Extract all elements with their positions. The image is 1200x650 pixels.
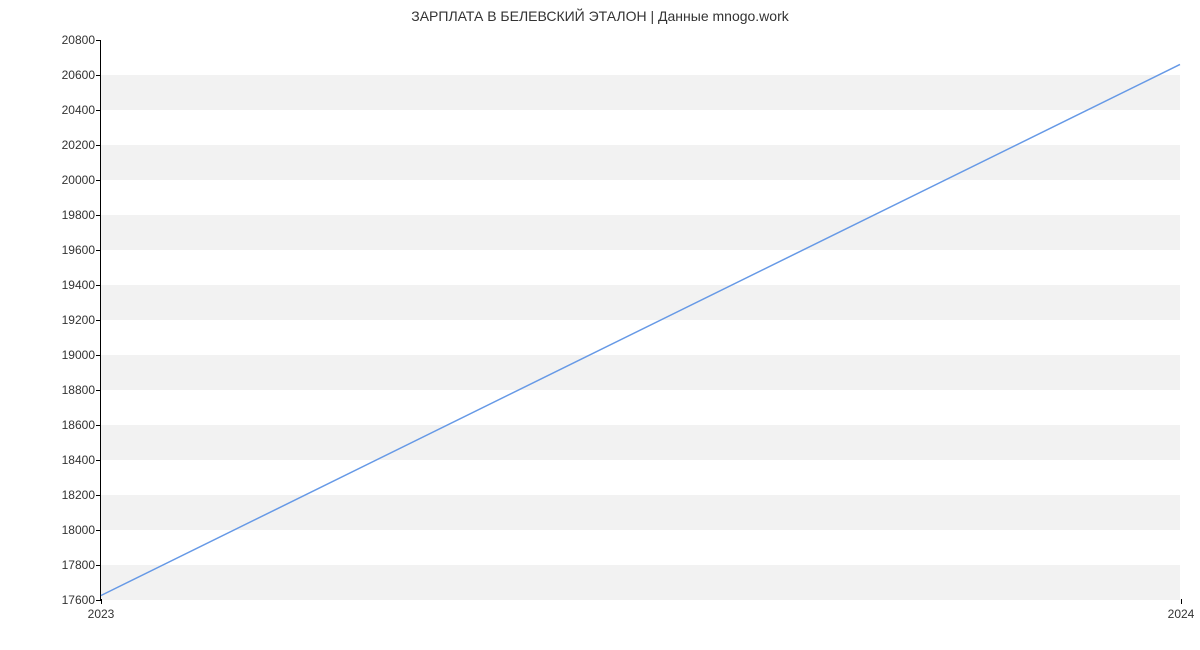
y-tick-label: 20600 bbox=[62, 68, 95, 82]
y-tick-label: 20800 bbox=[62, 33, 95, 47]
y-tick-mark bbox=[96, 460, 101, 461]
y-tick-label: 17600 bbox=[62, 593, 95, 607]
y-tick-mark bbox=[96, 250, 101, 251]
plot-area: 1760017800180001820018400186001880019000… bbox=[100, 40, 1180, 600]
y-tick-mark bbox=[96, 180, 101, 181]
y-tick-label: 18800 bbox=[62, 383, 95, 397]
y-tick-label: 20400 bbox=[62, 103, 95, 117]
y-tick-mark bbox=[96, 425, 101, 426]
x-tick-label: 2023 bbox=[88, 607, 115, 621]
y-tick-mark bbox=[96, 495, 101, 496]
y-tick-mark bbox=[96, 145, 101, 146]
y-tick-label: 20200 bbox=[62, 138, 95, 152]
chart-title: ЗАРПЛАТА В БЕЛЕВСКИЙ ЭТАЛОН | Данные mno… bbox=[0, 8, 1200, 24]
y-tick-mark bbox=[96, 215, 101, 216]
y-tick-label: 20000 bbox=[62, 173, 95, 187]
series-line-salary bbox=[101, 64, 1180, 595]
salary-line-chart: ЗАРПЛАТА В БЕЛЕВСКИЙ ЭТАЛОН | Данные mno… bbox=[0, 0, 1200, 650]
x-tick-mark bbox=[1181, 599, 1182, 604]
x-tick-mark bbox=[101, 599, 102, 604]
y-tick-mark bbox=[96, 110, 101, 111]
y-tick-mark bbox=[96, 530, 101, 531]
y-tick-label: 19600 bbox=[62, 243, 95, 257]
y-tick-label: 19800 bbox=[62, 208, 95, 222]
line-layer bbox=[101, 40, 1180, 599]
y-tick-label: 19400 bbox=[62, 278, 95, 292]
y-tick-mark bbox=[96, 285, 101, 286]
y-tick-mark bbox=[96, 565, 101, 566]
x-tick-label: 2024 bbox=[1168, 607, 1195, 621]
y-tick-label: 18000 bbox=[62, 523, 95, 537]
y-tick-mark bbox=[96, 75, 101, 76]
y-tick-mark bbox=[96, 390, 101, 391]
y-tick-label: 18600 bbox=[62, 418, 95, 432]
y-tick-label: 19200 bbox=[62, 313, 95, 327]
y-tick-label: 17800 bbox=[62, 558, 95, 572]
y-tick-label: 18200 bbox=[62, 488, 95, 502]
y-tick-label: 19000 bbox=[62, 348, 95, 362]
y-tick-label: 18400 bbox=[62, 453, 95, 467]
y-tick-mark bbox=[96, 320, 101, 321]
y-tick-mark bbox=[96, 355, 101, 356]
y-tick-mark bbox=[96, 40, 101, 41]
